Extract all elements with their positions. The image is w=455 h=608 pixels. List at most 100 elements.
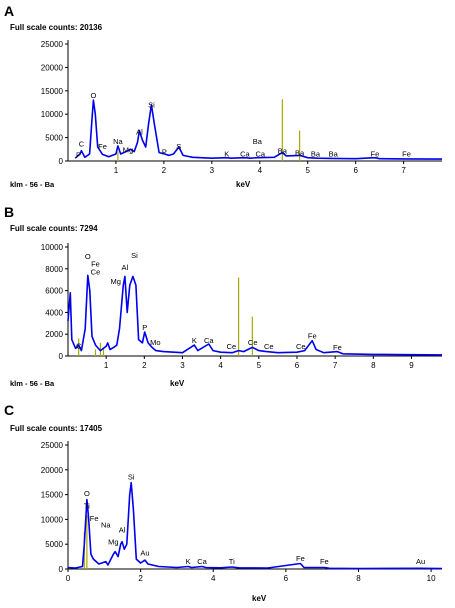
peak-label: Au <box>140 549 149 558</box>
peak-label: Ce <box>227 342 237 351</box>
peak-label: S <box>176 142 181 151</box>
peak-label: K <box>224 149 229 158</box>
spectrum-line <box>67 274 443 356</box>
full-scale-counts-c: Full scale counts: 17405 <box>10 424 103 433</box>
peak-label: C <box>79 139 85 148</box>
full-scale-counts-b: Full scale counts: 7294 <box>10 224 98 233</box>
x-tick-label: 4 <box>218 361 223 370</box>
peak-label: P <box>162 147 167 156</box>
spectrum-line <box>67 481 443 570</box>
spectrum-line <box>74 99 443 160</box>
peak-label: K <box>192 336 197 345</box>
peak-label: Ce <box>264 342 274 351</box>
peak-label: Ce <box>248 338 258 347</box>
x-tick-label: 4 <box>258 166 263 175</box>
peak-label: Si <box>131 251 138 260</box>
peak-label: O <box>85 252 91 261</box>
y-tick-label: 20000 <box>41 466 64 475</box>
y-tick-label: 15000 <box>41 491 64 500</box>
peak-label: Ca <box>204 336 214 345</box>
x-tick-label: 6 <box>284 574 289 583</box>
panel-c: C Full scale counts: 17405 0 5000 10000 150… <box>4 402 443 603</box>
peak-label: Mg <box>123 146 133 155</box>
x-tick-label: 5 <box>257 361 262 370</box>
y-tick-label: 5000 <box>45 540 63 549</box>
peak-label: Mo <box>150 338 160 347</box>
panel-b: B Full scale counts: 7294 0 2000 4000 6000 8… <box>4 204 443 388</box>
peak-label: O <box>84 489 90 498</box>
x-tick-label: 6 <box>295 361 300 370</box>
peak-label: Ti <box>84 501 90 510</box>
peak-label: Ca <box>255 149 265 158</box>
peak-label: Ti <box>229 557 235 566</box>
x-tick-label: 8 <box>356 574 361 583</box>
x-tick-label: 2 <box>142 361 147 370</box>
y-tick-label: 10000 <box>41 243 64 252</box>
x-tick-label: 5 <box>306 166 311 175</box>
y-tick-label: 4000 <box>45 308 63 317</box>
peak-label: Ba <box>253 137 263 146</box>
peak-label: Fe <box>296 554 305 563</box>
peak-label: Al <box>122 263 129 272</box>
x-axis-label-b: keV <box>170 379 185 388</box>
panel-a: A Full scale counts: 20136 0 5000 10000 150… <box>4 3 443 189</box>
y-tick-label: 6000 <box>45 287 63 296</box>
y-tick-label: 10000 <box>41 110 64 119</box>
y-tick-label: 15000 <box>41 87 64 96</box>
panel-letter-c: C <box>4 402 14 418</box>
x-tick-label: 2 <box>162 166 167 175</box>
x-tick-label: 4 <box>211 574 216 583</box>
peak-label: Ca <box>197 557 207 566</box>
x-axis-label-c: keV <box>252 594 267 603</box>
sample-label-b: klm - 56 - Ba <box>10 379 55 388</box>
peak-label: Fe <box>402 150 411 159</box>
x-tick-label: 0 <box>66 574 71 583</box>
x-tick-label: 7 <box>401 166 406 175</box>
peak-label: Ce <box>296 342 306 351</box>
y-tick-label: 10000 <box>41 515 64 524</box>
y-tick-label: 5000 <box>45 134 63 143</box>
peak-label: C <box>76 341 82 350</box>
x-tick-label: 6 <box>353 166 358 175</box>
panel-letter-b: B <box>4 204 14 220</box>
peak-label: Al <box>136 127 143 136</box>
peak-label: Ca <box>240 149 250 158</box>
y-tick-label: 0 <box>59 565 64 574</box>
x-axis-label-a: keV <box>236 180 251 189</box>
x-tick-label: 7 <box>333 361 338 370</box>
peak-label: Ba <box>278 146 288 155</box>
peak-label: P <box>142 323 147 332</box>
peak-label: K <box>186 557 191 566</box>
y-tick-label: 25000 <box>41 40 64 49</box>
y-tick-label: 8000 <box>45 265 63 274</box>
full-scale-counts-a: Full scale counts: 20136 <box>10 23 103 32</box>
x-tick-label: 3 <box>180 361 185 370</box>
peak-label: O <box>90 91 96 100</box>
peak-label: Si <box>148 101 155 110</box>
peak-label: Au <box>416 557 425 566</box>
y-tick-label: 2000 <box>45 330 63 339</box>
peak-label: Fe <box>98 142 107 151</box>
peak-label: Ba <box>311 150 321 159</box>
x-tick-label: 1 <box>104 361 109 370</box>
panel-letter-a: A <box>4 3 14 19</box>
y-tick-label: 25000 <box>41 441 64 450</box>
x-tick-label: 1 <box>114 166 119 175</box>
peak-label: Mg <box>108 538 118 547</box>
sample-label-a: klm - 56 - Ba <box>10 180 55 189</box>
peak-label: Fe <box>91 260 100 269</box>
x-tick-label: 10 <box>427 574 436 583</box>
peak-label: Fe <box>308 332 317 341</box>
peak-label: Fe <box>370 149 379 158</box>
peak-label: Si <box>128 473 135 482</box>
y-tick-label: 0 <box>59 157 64 166</box>
peak-label: Mg <box>110 277 120 286</box>
x-tick-label: 8 <box>371 361 376 370</box>
peak-label: Fe <box>333 343 342 352</box>
peak-label: Na <box>113 137 123 146</box>
x-tick-label: 9 <box>409 361 414 370</box>
x-tick-label: 3 <box>210 166 215 175</box>
